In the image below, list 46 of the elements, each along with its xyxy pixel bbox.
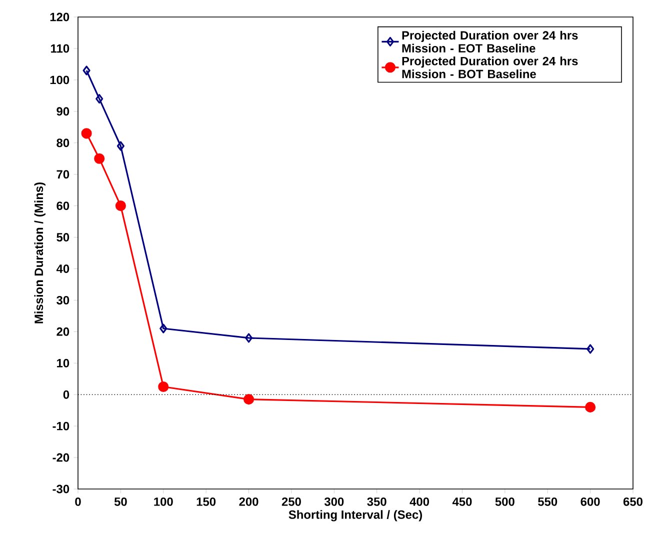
y-tick-label: 20 [56, 327, 70, 336]
x-tick-label: 100 [154, 497, 173, 506]
y-tick-label: 10 [57, 358, 70, 368]
y-tick-label: 100 [50, 76, 70, 84]
y-tick-label: 60 [56, 202, 70, 210]
y-tick-label: 80 [56, 138, 70, 148]
y-tick-label: 30 [56, 296, 70, 304]
y-tick-label: -20 [52, 453, 70, 462]
y-tick-label: 50 [56, 233, 70, 242]
x-tick-label: 600 [580, 497, 600, 506]
x-tick-label: 300 [324, 497, 344, 506]
point [586, 344, 594, 354]
y-tick-label: -10 [52, 422, 70, 430]
legend-label: Projected Duration over 24 hrs Mission - EOT Baseline [402, 30, 578, 53]
y-tick-label: 120 [50, 12, 70, 22]
y-tick-label: 90 [56, 107, 70, 116]
point [244, 333, 253, 343]
y-tick-label: 0 [63, 390, 70, 399]
point [82, 66, 90, 76]
y-tick-label: 110 [51, 44, 70, 53]
x-tick-label: 150 [196, 497, 216, 506]
x-tick-label: 50 [114, 497, 127, 506]
point [96, 94, 104, 104]
point [585, 402, 596, 412]
x-tick-label: 350 [367, 497, 386, 506]
x-tick-label: 450 [452, 497, 472, 506]
x-axis-title: Shorting Interval / (Sec) [288, 510, 422, 522]
x-tick-label: 550 [538, 497, 558, 506]
legend-label: Projected Duration over 24 hrs Mission - BOT Baseline [402, 56, 578, 78]
point [115, 200, 126, 212]
x-tick-label: 500 [495, 497, 514, 506]
x-tick-label: 650 [623, 497, 642, 506]
point [81, 128, 92, 139]
point [116, 141, 124, 151]
point [160, 324, 168, 334]
point [94, 153, 105, 164]
x-tick-label: 250 [282, 497, 301, 506]
x-tick-label: 400 [410, 497, 430, 506]
point [243, 394, 254, 405]
y-tick-label: 40 [56, 264, 70, 273]
x-tick-label: 0 [75, 497, 81, 506]
y-axis-title: Mission Duration / (Mins) [34, 182, 46, 324]
y-tick-label: 70 [56, 170, 70, 179]
point [158, 381, 169, 392]
y-tick-label: -30 [52, 484, 70, 494]
x-tick-label: 200 [239, 497, 258, 506]
